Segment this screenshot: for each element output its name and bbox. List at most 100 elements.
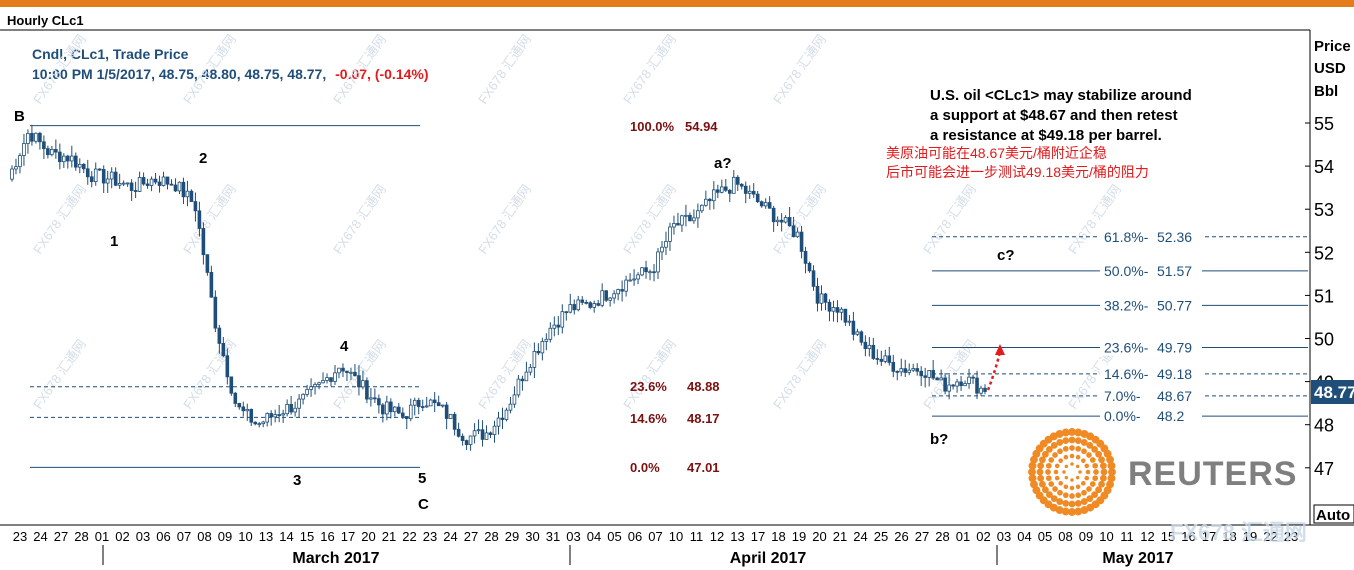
watermark-text: FX678 汇通网 [330, 182, 389, 257]
candle-body [313, 384, 317, 388]
logo-dot [1092, 462, 1099, 469]
candle-body [759, 201, 764, 207]
last-quote-values: 10:00 PM 1/5/2017, 48.75, 48.80, 48.75, … [32, 66, 326, 82]
logo-dot [1068, 436, 1076, 444]
retracement-right-pct: 38.2%- [1104, 297, 1149, 313]
logo-dot [1081, 489, 1087, 496]
current-price-tag: 48.77 [1311, 380, 1354, 404]
retracement-left-pct: 100.0% [630, 119, 675, 134]
candle-body [349, 371, 353, 374]
xtick-label: 19 [792, 529, 806, 544]
logo-dot [1068, 428, 1076, 436]
xtick-label: 09 [218, 529, 232, 544]
candle-body [165, 176, 170, 185]
xtick-label: 12 [1140, 529, 1154, 544]
projection-arrow [986, 344, 1005, 391]
logo-dot [1052, 486, 1058, 492]
logo-dot [1106, 455, 1114, 464]
retracement-right-pct: 23.6%- [1104, 340, 1149, 356]
xtick-label: 13 [730, 529, 744, 544]
month-label: April 2017 [730, 550, 807, 567]
candle-body [700, 204, 704, 212]
candle-body [847, 320, 852, 323]
candle-body [959, 381, 963, 387]
candle-body [532, 350, 537, 368]
candle-body [763, 202, 768, 207]
retracement-left-value: 47.01 [687, 460, 720, 475]
candle-body [46, 148, 50, 156]
retracement-labels-left: 100.0% 54.94 23.6% 48.88 14.6% 48.17 0.0% 47.01 [630, 119, 720, 475]
xtick-label: 07 [177, 529, 191, 544]
candle-body [771, 207, 776, 223]
candle-body [584, 301, 589, 304]
logo-dot [1054, 475, 1060, 481]
candle-body [576, 299, 581, 311]
auto-scale-button[interactable]: Auto [1313, 504, 1354, 524]
logo-dot [1045, 462, 1052, 469]
wave-label: 3 [293, 472, 301, 489]
candle-body [488, 432, 493, 435]
xtick-label: 06 [628, 529, 642, 544]
retracement-right-bg [1100, 228, 1202, 245]
candle-body [444, 404, 449, 419]
watermark-text: FX678 汇通网 [770, 182, 829, 257]
candle-body [265, 413, 270, 423]
ytick-label: 54 [1314, 157, 1334, 177]
candle-body [317, 382, 321, 385]
candle-body [281, 413, 285, 416]
candle-body [907, 369, 912, 373]
logo-dot [1055, 430, 1064, 438]
candle-body [504, 409, 509, 420]
xtick-label: 23 [423, 529, 437, 544]
candle-body [325, 377, 329, 381]
candle-body [592, 303, 596, 308]
xtick-label: 18 [1222, 529, 1236, 544]
candle-body [819, 293, 824, 304]
logo-dot [1039, 480, 1046, 488]
candle-body [345, 370, 349, 373]
month-label: May 2017 [1102, 550, 1173, 567]
xtick-label: 01 [95, 529, 109, 544]
xtick-label: 19 [1243, 529, 1257, 544]
xtick-label: 20 [812, 529, 826, 544]
candle-body [361, 380, 365, 388]
candle-body [755, 193, 760, 203]
logo-dot [1069, 493, 1075, 499]
series-legend: Cndl, CLc1, Trade Price [32, 46, 189, 62]
candle-body [66, 155, 70, 162]
candle-body [855, 331, 860, 335]
candle-body [472, 430, 477, 437]
candle-body [153, 178, 158, 183]
xtick-label: 31 [546, 529, 560, 544]
candle-body [185, 190, 190, 198]
candle-body [432, 399, 437, 404]
candle-body [309, 386, 313, 390]
xtick-label: 24 [853, 529, 867, 544]
candle-body [293, 407, 297, 413]
xtick-label: 29 [505, 529, 519, 544]
retracement-right-value: 49.79 [1157, 340, 1192, 356]
watermark-text: FX678 汇通网 [620, 337, 679, 412]
candle-body [544, 338, 549, 342]
axis-unit-usd: USD [1314, 60, 1346, 77]
xtick-label: 27 [54, 529, 68, 544]
retracement-left-pct: 14.6% [630, 411, 667, 426]
candle-body [77, 163, 82, 168]
candle-body [923, 375, 927, 378]
watermark-text: FX678 汇通网 [475, 182, 534, 257]
xtick-label: 04 [587, 529, 601, 544]
candle-body [720, 186, 724, 193]
xtick-label: 01 [956, 529, 970, 544]
price-axis[interactable]: 474849505152535455 [1305, 114, 1334, 479]
candle-body [305, 388, 309, 395]
window-title: Hourly CLc1 [7, 13, 84, 28]
xtick-label: 21 [833, 529, 847, 544]
logo-dot [1069, 453, 1075, 459]
candle-body [213, 296, 218, 329]
logo-dot [1098, 456, 1105, 464]
candle-body [62, 155, 66, 163]
candle-body [161, 176, 166, 186]
time-axis[interactable]: 23 24 27 28 01 02 03 06 07 08 09 10 13 14 15 16 17 20 21 22… [13, 529, 1298, 567]
logo-dot [1089, 481, 1096, 487]
